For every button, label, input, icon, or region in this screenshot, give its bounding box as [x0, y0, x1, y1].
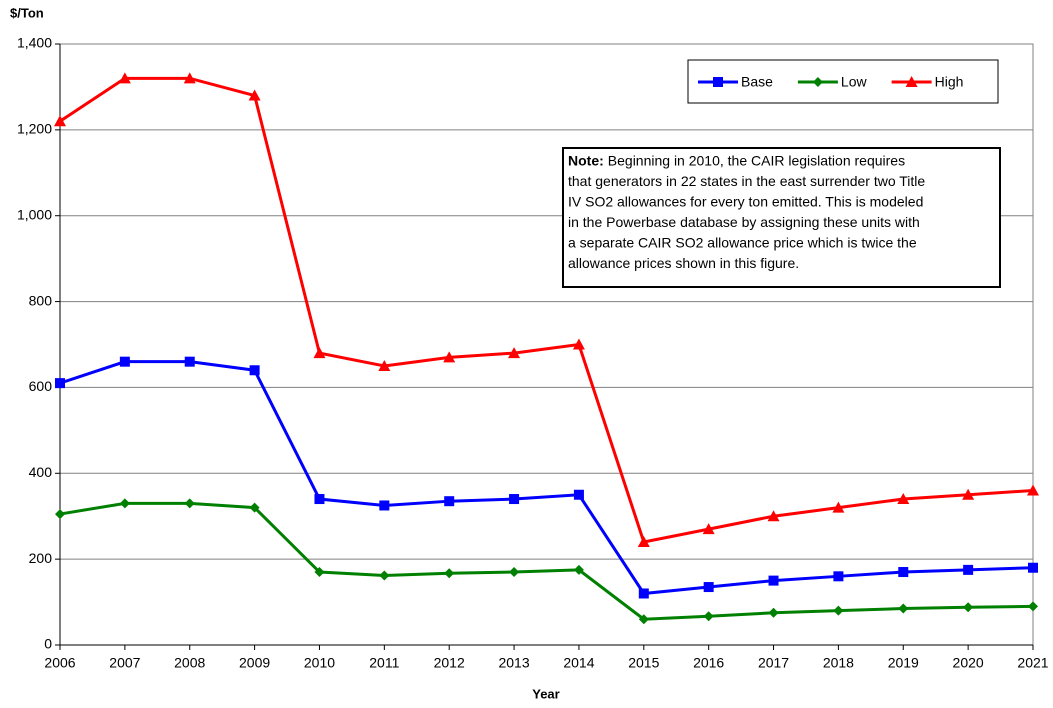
x-tick-label: 2020 — [953, 655, 984, 671]
x-tick-label: 2007 — [109, 655, 140, 671]
marker — [963, 564, 974, 575]
x-tick-label: 2006 — [44, 655, 75, 671]
y-tick-label: 800 — [29, 292, 53, 308]
x-axis-label: Year — [532, 686, 559, 701]
marker — [55, 378, 65, 389]
marker — [119, 356, 130, 367]
x-tick-label: 2018 — [823, 655, 854, 671]
marker — [249, 365, 260, 376]
note-line: Beginning in 2010, the CAIR legislation … — [608, 153, 905, 169]
x-tick-label: 2019 — [888, 655, 919, 671]
x-tick-label: 2013 — [498, 655, 529, 671]
marker — [119, 498, 130, 509]
note-label: Note: — [568, 153, 604, 169]
marker — [767, 510, 780, 522]
marker — [768, 575, 779, 586]
marker — [573, 489, 584, 500]
x-tick-label: 2011 — [369, 655, 399, 671]
marker — [768, 607, 779, 618]
marker — [898, 567, 909, 578]
marker — [637, 535, 650, 547]
marker — [832, 501, 845, 513]
marker — [184, 498, 195, 509]
x-tick-label: 2015 — [628, 655, 659, 671]
note-line: allowance prices shown in this figure. — [568, 255, 799, 271]
note-line: in the Powerbase database by assigning t… — [568, 214, 920, 230]
marker — [703, 611, 714, 622]
marker — [702, 523, 715, 535]
marker — [379, 500, 390, 511]
x-tick-label: 2009 — [239, 655, 270, 671]
note-line: that generators in 22 states in the east… — [568, 173, 925, 189]
marker — [509, 567, 520, 578]
y-tick-label: 600 — [29, 378, 53, 394]
marker — [55, 509, 65, 520]
legend-label: Low — [841, 74, 868, 90]
legend-marker — [812, 77, 823, 87]
marker — [444, 496, 455, 507]
legend-label: Base — [741, 74, 773, 90]
marker — [314, 494, 325, 505]
y-tick-label: 0 — [44, 636, 52, 652]
note-line: a separate CAIR SO2 allowance price whic… — [568, 235, 917, 251]
marker — [313, 347, 326, 359]
x-tick-label: 2010 — [304, 655, 335, 671]
marker — [378, 359, 391, 371]
marker — [1028, 562, 1038, 573]
marker — [1027, 484, 1039, 496]
marker — [963, 602, 974, 613]
marker — [573, 564, 584, 575]
legend-marker — [713, 77, 723, 87]
note-box — [562, 147, 1001, 288]
y-tick-label: 400 — [29, 464, 53, 480]
marker — [183, 72, 196, 84]
series-line — [59, 501, 1034, 621]
y-tick-label: 200 — [29, 550, 53, 566]
marker — [833, 571, 844, 582]
legend-box — [687, 59, 999, 104]
marker — [898, 603, 909, 614]
legend-marker — [905, 76, 918, 87]
marker — [184, 356, 195, 367]
x-tick-label: 2021 — [1017, 655, 1048, 671]
marker — [379, 570, 390, 581]
marker — [833, 605, 844, 616]
marker — [897, 493, 910, 505]
series-line — [59, 360, 1034, 596]
marker — [54, 115, 66, 127]
marker — [248, 89, 261, 101]
y-tick-label: 1,000 — [17, 206, 52, 222]
marker — [443, 351, 456, 363]
x-tick-label: 2008 — [174, 655, 205, 671]
marker — [703, 582, 714, 593]
x-tick-label: 2017 — [758, 655, 789, 671]
y-tick-label: 1,400 — [17, 35, 52, 51]
marker — [1028, 601, 1038, 612]
marker — [314, 567, 325, 578]
y-axis-label: $/Ton — [10, 5, 44, 20]
x-tick-label: 2012 — [434, 655, 465, 671]
marker — [508, 347, 521, 359]
marker — [118, 72, 131, 84]
x-tick-label: 2016 — [693, 655, 724, 671]
marker — [509, 494, 520, 505]
y-tick-label: 1,200 — [17, 121, 52, 137]
marker — [444, 568, 455, 579]
note-line: IV SO2 allowances for every ton emitted.… — [568, 194, 923, 210]
legend-label: High — [935, 74, 964, 90]
marker — [638, 614, 649, 625]
series-line — [59, 76, 1034, 544]
x-tick-label: 2014 — [563, 655, 594, 671]
marker — [249, 502, 260, 513]
marker — [962, 488, 975, 500]
marker — [638, 588, 649, 599]
plot-border — [59, 43, 1034, 646]
marker — [572, 338, 585, 350]
